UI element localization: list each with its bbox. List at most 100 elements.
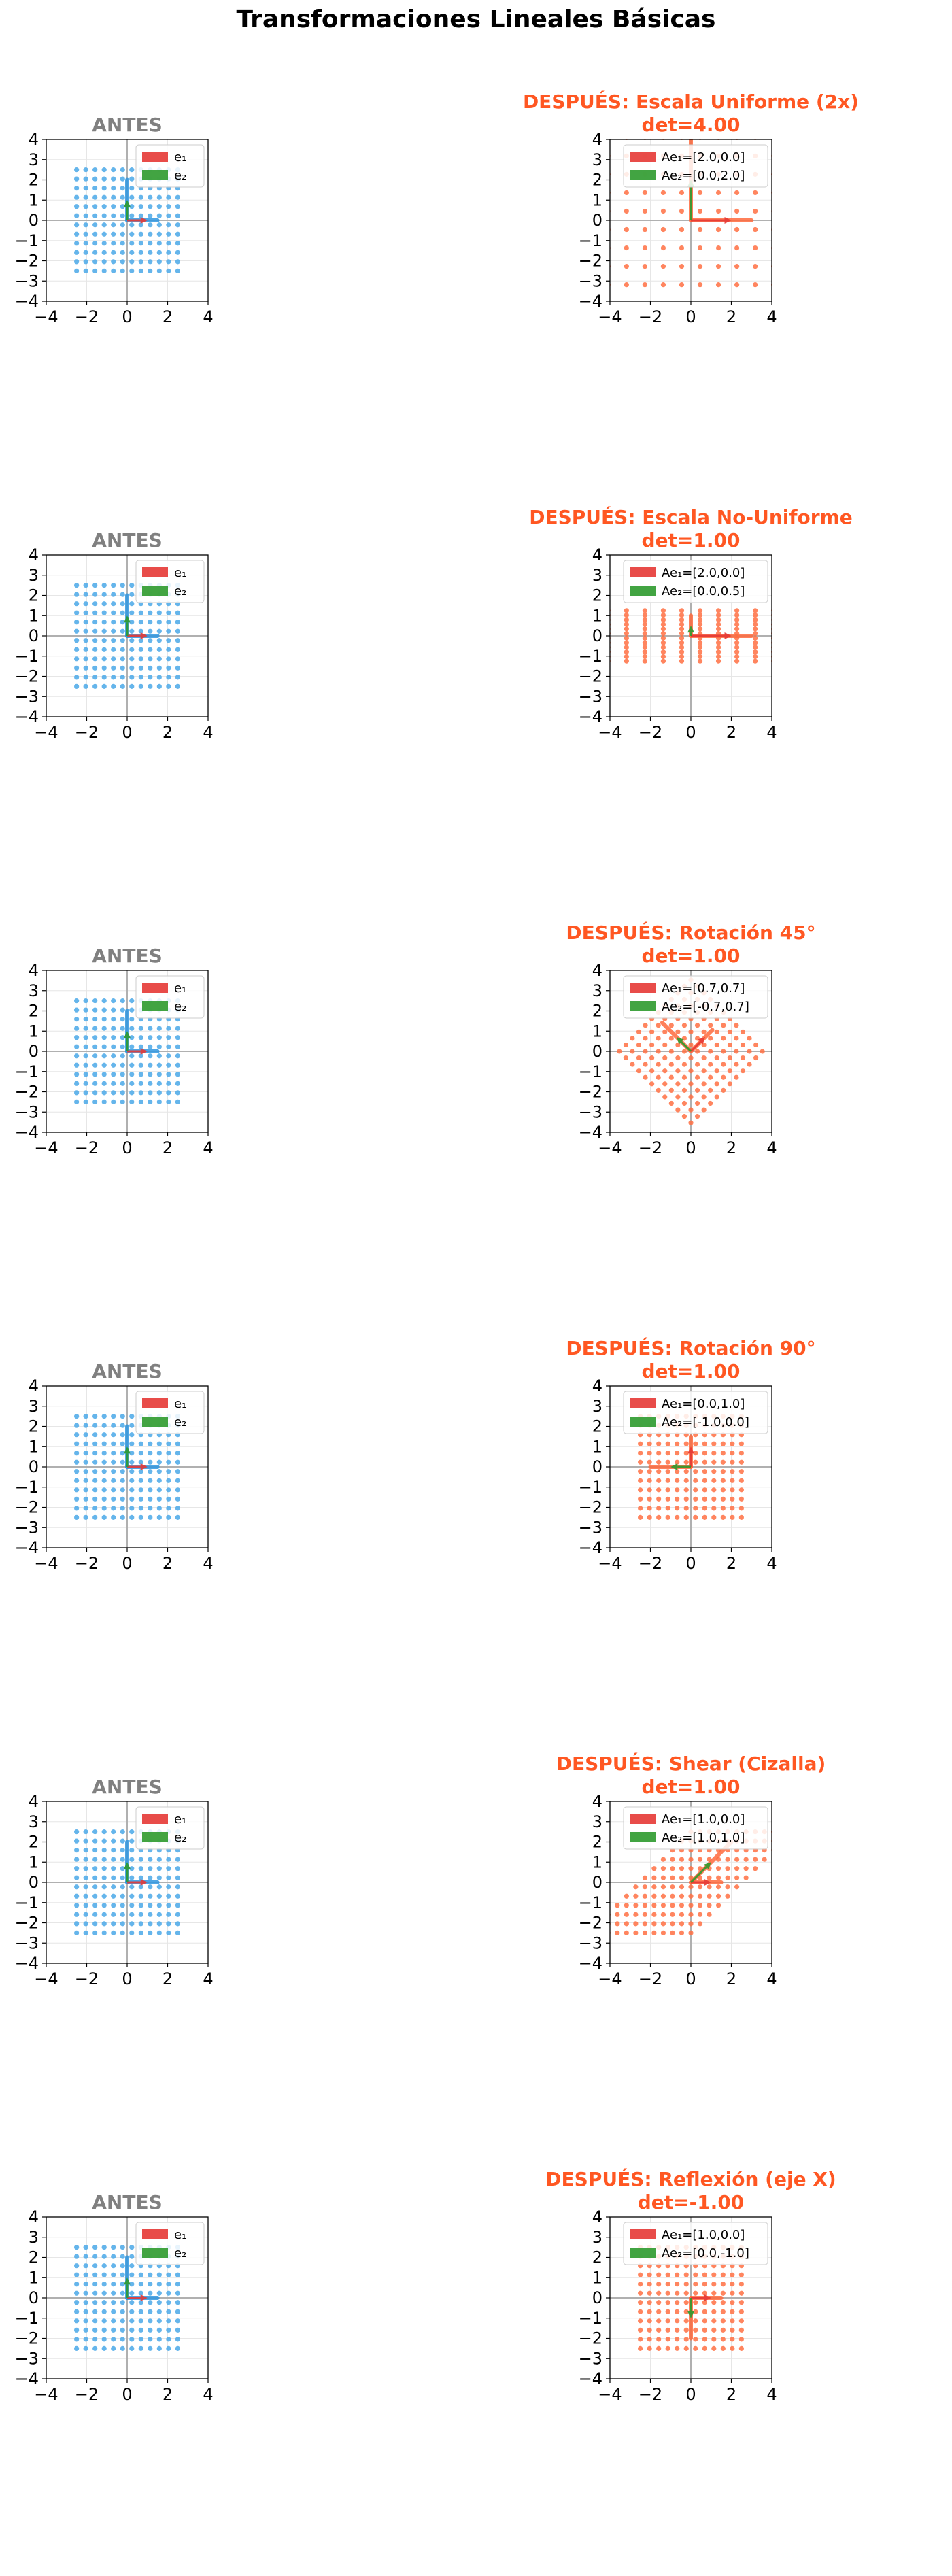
- scatter-point: [129, 268, 135, 273]
- scatter-point: [166, 2345, 171, 2351]
- scatter-point: [148, 647, 153, 652]
- x-tick-label: −2: [75, 2385, 99, 2404]
- scatter-point: [656, 2272, 662, 2277]
- scatter-point: [753, 617, 758, 622]
- scatter-point: [101, 2263, 107, 2269]
- scatter-point: [656, 1441, 662, 1446]
- scatter-point: [120, 628, 125, 634]
- y-tick-label: −4: [15, 292, 39, 311]
- basis-vector-e1: [690, 1040, 702, 1053]
- scatter-point: [638, 2309, 643, 2314]
- scatter-point: [129, 1875, 135, 1880]
- y-tick-label: −3: [579, 2349, 602, 2368]
- scatter-point: [74, 2254, 80, 2259]
- scatter-point: [83, 583, 88, 588]
- panel-determinant: det=1.00: [642, 1360, 741, 1383]
- scatter-point: [120, 1496, 125, 1502]
- scatter-point: [129, 998, 135, 1004]
- legend-box: [135, 144, 205, 188]
- scatter-point: [701, 1107, 707, 1113]
- scatter-point: [660, 1884, 666, 1890]
- scatter-point: [156, 222, 162, 228]
- scatter-point: [660, 1875, 666, 1880]
- scatter-point: [753, 645, 758, 650]
- scatter-point: [697, 1857, 703, 1862]
- scatter-point: [711, 2272, 717, 2277]
- scatter-point: [675, 2272, 680, 2277]
- scatter-point: [166, 1487, 171, 1493]
- scatter-point: [166, 241, 171, 246]
- scatter-point: [697, 264, 703, 269]
- scatter-point: [83, 1838, 88, 1844]
- scatter-point: [101, 1478, 107, 1483]
- scatter-point: [642, 626, 647, 632]
- y-tick-label: −3: [579, 1518, 602, 1537]
- scatter-point: [74, 2309, 80, 2314]
- scatter-point: [660, 190, 666, 196]
- scatter-point: [734, 226, 740, 233]
- scatter-point: [738, 2300, 744, 2305]
- scatter-point: [651, 1875, 657, 1880]
- scatter-point: [668, 1023, 674, 1028]
- scatter-point: [83, 241, 88, 246]
- basis-vector-e1-head: [140, 1048, 148, 1055]
- scatter-point: [111, 1921, 116, 1927]
- scatter-point: [92, 2263, 98, 2269]
- scatter-point: [753, 190, 758, 196]
- y-tick-label: −1: [15, 1478, 39, 1497]
- scatter-point: [74, 601, 80, 607]
- scatter-point: [83, 683, 88, 689]
- x-tick-label: −2: [639, 2385, 662, 2404]
- scatter-point: [166, 647, 171, 652]
- scatter-point: [734, 208, 740, 214]
- scatter-point: [720, 1487, 726, 1493]
- scatter-point: [83, 665, 88, 671]
- scatter-point: [92, 1829, 98, 1835]
- scatter-point: [129, 2254, 135, 2259]
- scatter-point: [688, 1893, 694, 1899]
- scatter-point: [156, 231, 162, 237]
- scatter-point: [111, 1099, 116, 1104]
- legend-swatch-e1: [630, 983, 656, 993]
- scatter-point: [101, 1930, 107, 1935]
- scatter-point: [656, 1049, 661, 1054]
- scatter-point: [129, 2290, 135, 2296]
- scatter-point: [83, 1866, 88, 1871]
- scatter-point: [83, 647, 88, 652]
- scatter-point: [83, 2290, 88, 2296]
- scatter-point: [129, 656, 135, 662]
- scatter-point: [679, 1893, 685, 1899]
- scatter-point: [138, 1496, 143, 1502]
- panel-determinant: det=-1.00: [638, 2191, 745, 2214]
- y-tick-label: 0: [29, 626, 39, 645]
- y-tick-label: −1: [15, 231, 39, 250]
- scatter-point: [697, 612, 703, 618]
- scatter-point: [138, 647, 143, 652]
- scatter-point: [693, 2318, 698, 2324]
- legend-swatch-e1: [142, 1814, 168, 1824]
- scatter-point: [688, 1107, 694, 1113]
- scatter-point: [148, 268, 153, 273]
- scatter-point: [670, 1866, 675, 1871]
- scatter-point: [166, 675, 171, 680]
- scatter-point: [660, 649, 666, 655]
- scatter-point: [647, 1506, 652, 1511]
- scatter-point: [166, 1893, 171, 1899]
- scatter-point: [148, 1506, 153, 1511]
- legend-label-e2: e₂: [174, 1000, 186, 1014]
- scatter-point: [148, 610, 153, 615]
- scatter-point: [166, 250, 171, 255]
- scatter-point: [720, 2345, 726, 2351]
- scatter-point: [120, 683, 125, 689]
- legend-swatch-e2: [142, 586, 168, 596]
- scatter-point: [129, 1496, 135, 1502]
- scatter-point: [156, 1893, 162, 1899]
- scatter-point: [101, 2282, 107, 2287]
- scatter-point: [138, 2345, 143, 2351]
- scatter-point: [636, 1055, 642, 1061]
- scatter-point: [665, 2318, 670, 2324]
- scatter-point: [656, 2337, 662, 2342]
- scatter-point: [681, 1062, 687, 1067]
- scatter-point: [120, 2272, 125, 2277]
